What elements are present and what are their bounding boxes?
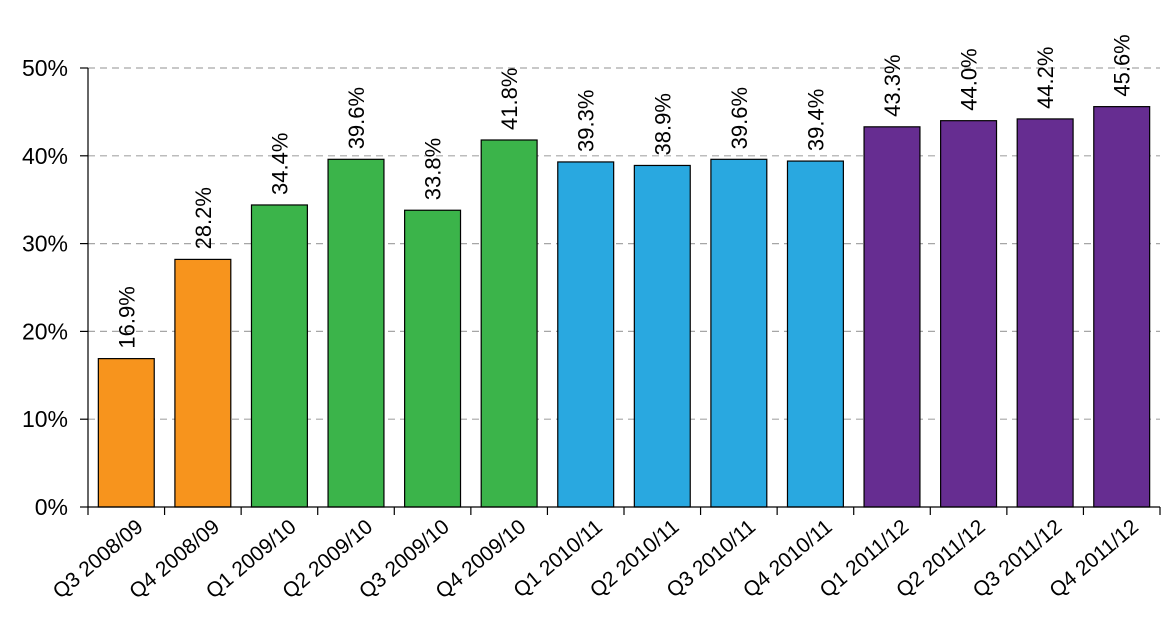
bar [786,160,844,508]
bar [250,204,308,508]
bar [1016,118,1074,508]
bar [1093,106,1151,508]
data-label: 38.9% [650,93,675,155]
data-label: 39.6% [344,87,369,149]
bar [710,158,768,508]
data-label: 39.4% [803,89,828,151]
data-label: 39.3% [574,90,599,152]
y-tick-label: 20% [22,318,68,344]
axes [80,67,1161,515]
y-tick-label: 50% [22,55,68,81]
bar [940,120,998,508]
data-label: 45.6% [1110,34,1135,96]
data-label: 41.8% [497,68,522,130]
data-label: 33.8% [421,138,446,200]
bar [633,164,691,508]
bar [174,258,232,508]
data-label: 34.4% [267,133,292,195]
data-label: 28.2% [191,187,216,249]
data-label: 16.9% [114,286,139,348]
data-label: 44.0% [957,48,982,110]
gridlines [88,67,1160,420]
y-tick-label: 10% [22,406,68,432]
bar [480,139,538,508]
data-label: 44.2% [1033,47,1058,109]
bar [97,358,155,508]
y-tick-label: 0% [35,494,68,520]
data-label: 43.3% [880,54,905,116]
y-tick-label: 40% [22,143,68,169]
bar [327,158,385,508]
data-label: 39.6% [727,87,752,149]
bar [863,126,921,508]
bar [404,209,462,508]
bars [97,106,1151,508]
bar [557,161,615,508]
y-tick-label: 30% [22,231,68,257]
